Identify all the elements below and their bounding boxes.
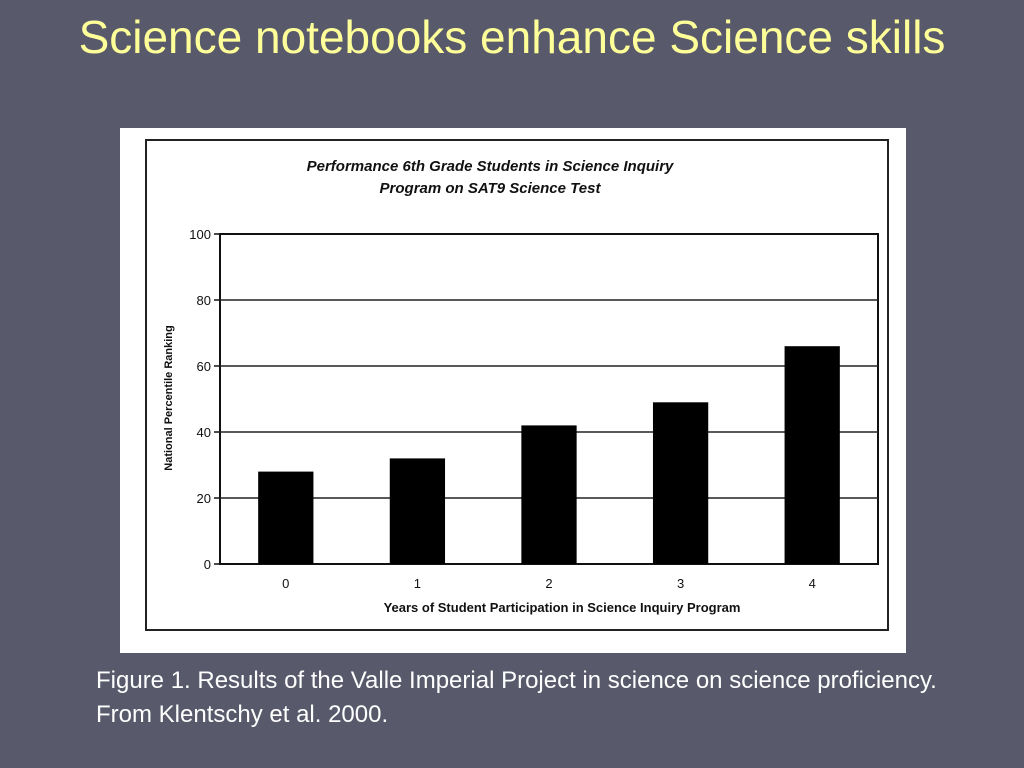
x-tick-label-2: 2 [545, 576, 552, 591]
slide-title: Science notebooks enhance Science skills [78, 11, 946, 63]
y-tick-label-80: 80 [197, 293, 211, 308]
x-tick-label-1: 1 [414, 576, 421, 591]
chart-title-line-2: Program on SAT9 Science Test [380, 180, 602, 197]
figure-caption: Figure 1. Results of the Valle Imperial … [96, 667, 937, 728]
chart-title-line-1: Performance 6th Grade Students in Scienc… [307, 158, 674, 175]
chart-frame [145, 139, 889, 631]
y-tick-label-60: 60 [197, 359, 211, 374]
bar-1 [389, 458, 446, 564]
bar-0 [258, 471, 314, 564]
y-tick-label-0: 0 [204, 557, 211, 572]
x-axis-label: Years of Student Participation in Scienc… [384, 600, 741, 615]
figure-panel: Performance 6th Grade Students in Scienc… [120, 128, 906, 653]
y-axis-label: National Percentile Ranking [163, 325, 175, 470]
x-tick-label-3: 3 [677, 576, 684, 591]
bar-chart: Performance 6th Grade Students in Scienc… [145, 139, 889, 631]
y-tick-label-20: 20 [197, 491, 211, 506]
bar-4 [784, 346, 840, 564]
bar-2 [521, 425, 577, 564]
x-tick-label-4: 4 [809, 576, 816, 591]
bar-3 [652, 402, 709, 564]
x-tick-label-0: 0 [282, 576, 289, 591]
y-tick-label-100: 100 [189, 227, 211, 242]
y-tick-label-40: 40 [197, 425, 211, 440]
